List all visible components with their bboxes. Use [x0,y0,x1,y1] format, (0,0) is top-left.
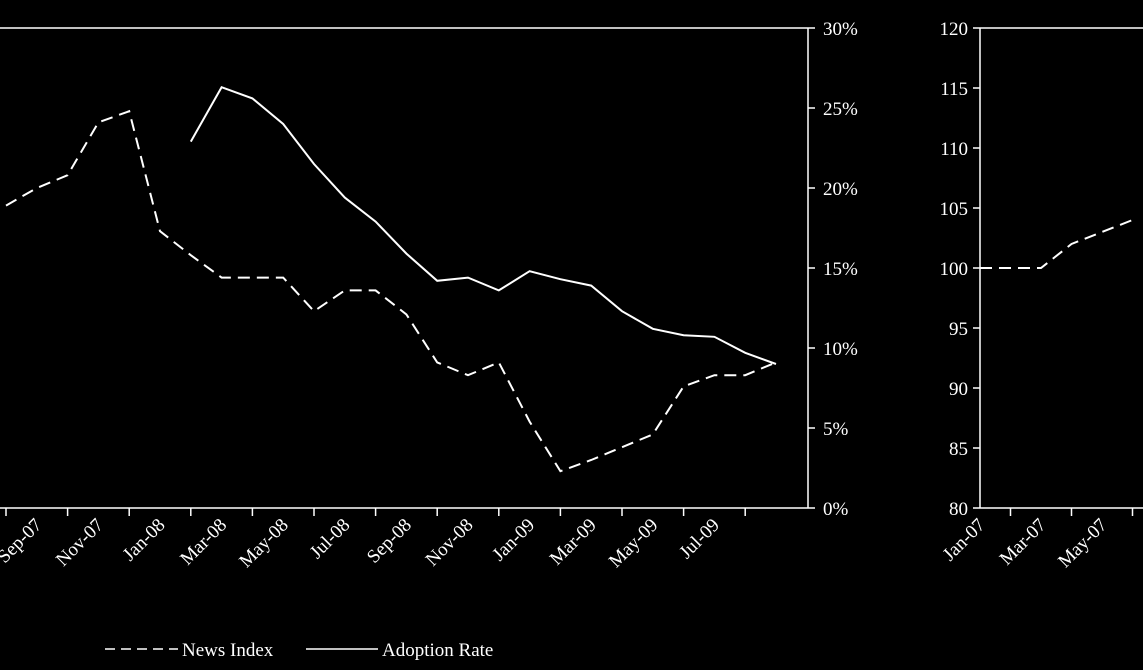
y-tick-label: 110 [940,139,968,160]
y-tick-label: 120 [940,19,969,40]
series-line-news-index [5,109,777,473]
y-tick-label: 15% [823,259,858,280]
x-tick-label: May-08 [235,515,292,572]
x-tick-label: Jul-08 [306,515,354,563]
series-line [980,219,1133,269]
x-tick-label: Sep-08 [363,515,416,568]
right-chart-series [980,219,1133,269]
y-tick-label: 85 [949,439,968,460]
y-tick-label: 30% [823,19,858,40]
y-tick-label: 25% [823,99,858,120]
x-tick-label: Mar-07 [996,515,1051,570]
y-tick-label: 95 [949,319,968,340]
x-tick-label: Jan-09 [488,515,539,566]
left-chart-x-ticks: Sep-07 Nov-07 Jan-08 Mar-08 May-08 Jul-08 Sep-… [0,508,746,572]
legend: News Index Adoption Rate [105,640,493,661]
left-chart-series [5,85,777,473]
x-tick-label: May-09 [605,515,662,572]
y-tick-label: 0% [823,499,849,520]
left-chart-y-ticks: 0% 5% 10% 15% 20% 25% 30% [808,19,858,520]
right-chart: 80 85 90 95 100 105 110 115 120 Jan-07 Mar-07 May-… [939,19,1143,572]
left-chart: 0%5%10%15%20%25%30% Sep-07 Nov-07 Jan-08 Ma… [0,19,858,572]
x-tick-label: Nov-07 [52,515,108,571]
y-tick-label: 80 [949,499,968,520]
x-tick-label: May-07 [1054,515,1111,572]
y-tick-label: 90 [949,379,968,400]
y-tick-label: 105 [940,199,969,220]
legend-label-news-index: News Index [182,640,274,661]
x-tick-label: Mar-09 [546,515,601,570]
y-tick-label: 5% [823,419,849,440]
y-tick-label: 100 [940,259,969,280]
x-tick-label: Jul [1142,515,1143,546]
y-tick-label: 115 [940,79,968,100]
y-tick-label: 20% [823,179,858,200]
y-tick-label: 10% [823,339,858,360]
x-tick-label: Nov-08 [422,515,478,571]
right-chart-y-ticks: 80 85 90 95 100 105 110 115 120 [940,19,980,520]
series-line-adoption-rate [189,85,777,365]
x-tick-label: Jan-07 [939,515,990,566]
x-tick-label: Sep-07 [0,515,46,568]
x-tick-label: Mar-08 [176,515,231,570]
legend-label-adoption-rate: Adoption Rate [382,640,493,661]
x-tick-label: Jul-09 [675,515,723,563]
x-tick-label: Jan-08 [119,515,170,566]
